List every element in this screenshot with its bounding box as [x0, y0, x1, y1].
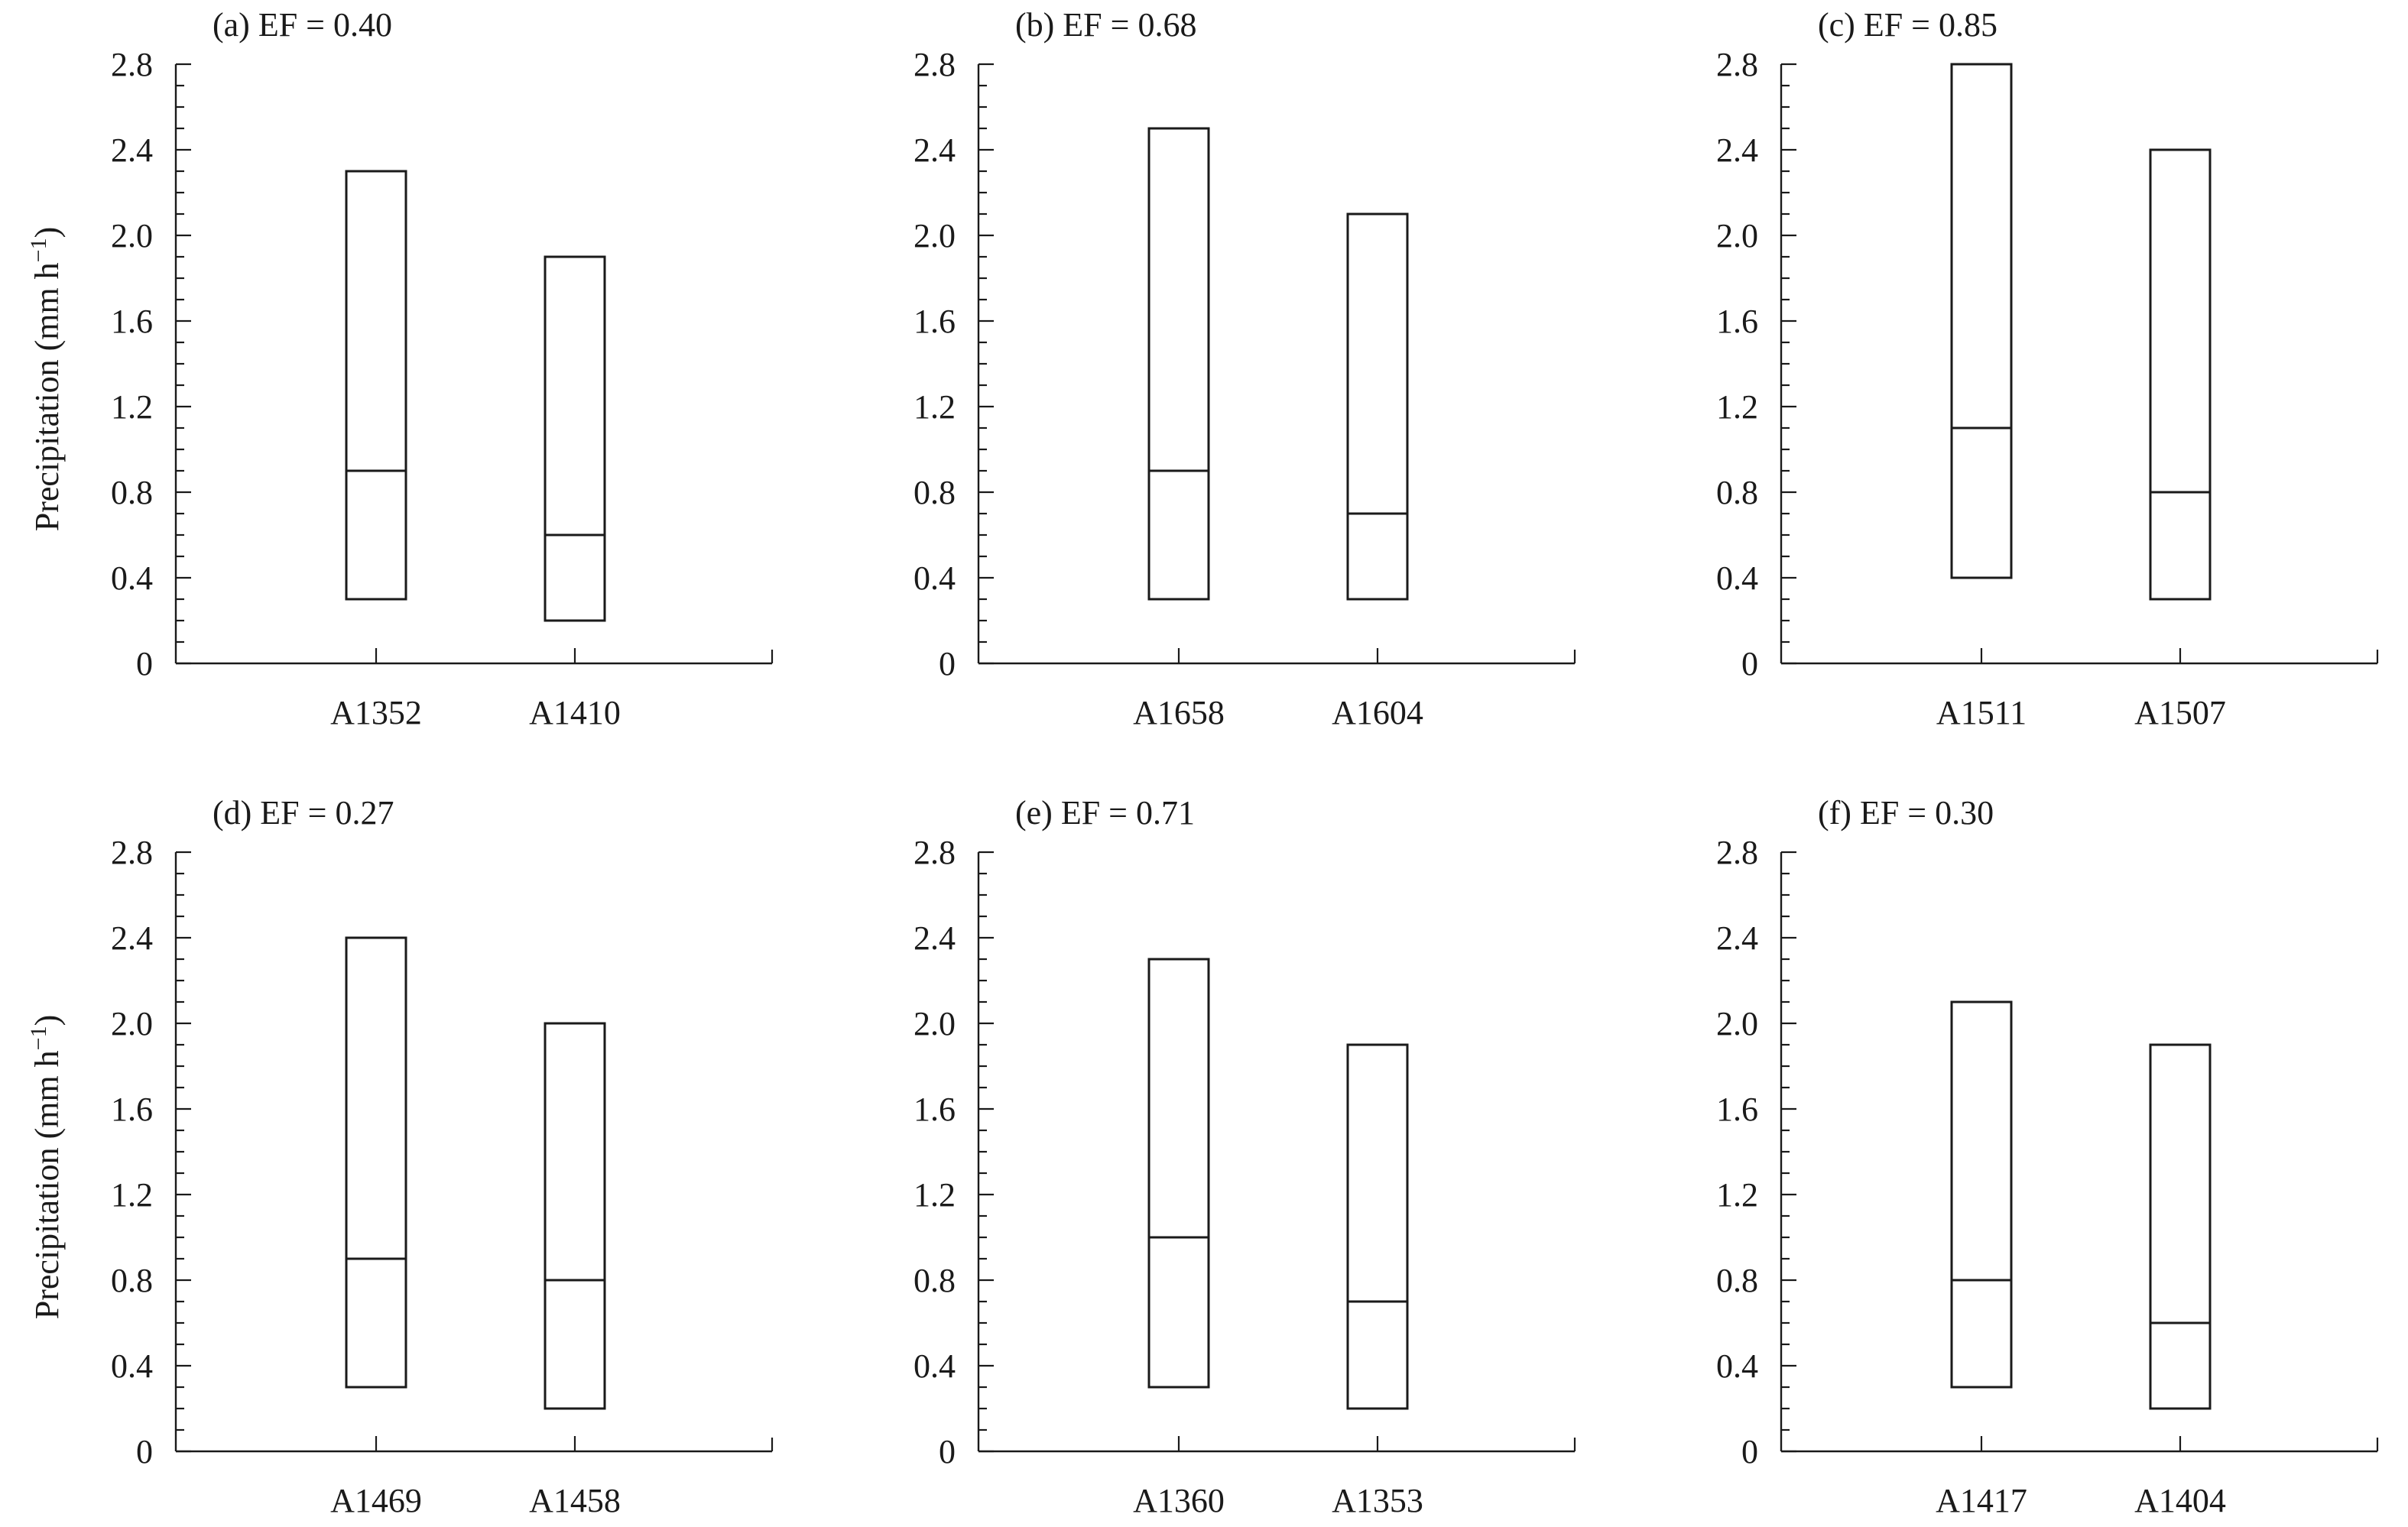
- y-tick-label: 2.0: [111, 217, 153, 254]
- category-label: A1410: [529, 694, 621, 731]
- y-tick-label: 0.4: [111, 1347, 153, 1385]
- y-tick-label: 1.6: [111, 303, 153, 340]
- y-axis-label: Precipitation (mm h−1): [26, 227, 66, 532]
- panel-b: (b) EF = 0.68 0 0.4 0.8 1.2 1.6 2.0 2.4 2.8 A1658…: [914, 6, 1576, 731]
- y-tick-label: 2.8: [1716, 46, 1758, 83]
- y-tick-label: 2.4: [1716, 131, 1758, 169]
- panels-group: (a) EF = 0.40 0 0.4 0.8 1.2 1.6 2.0 2.4 2.8 A1352…: [111, 6, 2379, 1519]
- category-label: A1458: [529, 1482, 621, 1519]
- y-axis-label-main: Precipitation (mm h: [28, 1050, 66, 1319]
- y-tick-label: 2.0: [914, 1005, 956, 1042]
- y-tick-label: 2.0: [1716, 217, 1758, 254]
- box-a1353: [1346, 1043, 1409, 1410]
- category-label: A1404: [2134, 1482, 2226, 1519]
- y-axis-labels-group: Precipitation (mm h−1)Precipitation (mm …: [26, 227, 66, 1320]
- y-tick-label: 2.4: [914, 131, 956, 169]
- y-tick-label: 1.6: [914, 1091, 956, 1128]
- y-tick-label: 2.8: [111, 46, 153, 83]
- y-tick-label: 0: [136, 1433, 153, 1470]
- y-tick-label: 0.4: [1716, 559, 1758, 597]
- category-label: A1417: [1936, 1482, 2027, 1519]
- category-label: A1360: [1133, 1482, 1225, 1519]
- panel-title: (a) EF = 0.40: [213, 6, 392, 44]
- box-a1604: [1346, 212, 1409, 601]
- y-tick-label: 1.2: [914, 1176, 956, 1214]
- panel-d: (d) EF = 0.27 0 0.4 0.8 1.2 1.6 2.0 2.4 2.8 A1469…: [111, 794, 774, 1519]
- box-a1458: [544, 1022, 606, 1410]
- category-label: A1352: [330, 694, 422, 731]
- box-a1417: [1950, 1000, 2013, 1389]
- y-tick-label: 0.8: [914, 474, 956, 511]
- box-a1404: [2149, 1043, 2212, 1410]
- y-tick-label: 1.2: [111, 1176, 153, 1214]
- panel-e: (e) EF = 0.71 0 0.4 0.8 1.2 1.6 2.0 2.4 2.8 A1360…: [914, 794, 1576, 1519]
- y-tick-label: 2.8: [111, 834, 153, 871]
- box-a1511: [1950, 63, 2013, 579]
- y-tick-label: 0.8: [914, 1262, 956, 1299]
- y-tick-label: 2.0: [914, 217, 956, 254]
- y-tick-label: 1.2: [111, 388, 153, 426]
- box-a1658: [1147, 127, 1210, 601]
- y-axis-label-close: ): [28, 1015, 66, 1026]
- y-tick-label: 2.0: [1716, 1005, 1758, 1042]
- panel-title: (c) EF = 0.85: [1818, 6, 1997, 44]
- y-axis-label-close: ): [28, 227, 66, 238]
- y-tick-label: 2.4: [111, 131, 153, 169]
- category-label: A1353: [1332, 1482, 1423, 1519]
- y-tick-label: 0: [939, 645, 956, 682]
- y-tick-label: 1.2: [1716, 388, 1758, 426]
- y-tick-label: 2.4: [111, 919, 153, 957]
- panel-f: (f) EF = 0.30 0 0.4 0.8 1.2 1.6 2.0 2.4 2.8 A1417…: [1716, 794, 2379, 1519]
- y-tick-label: 2.8: [914, 46, 956, 83]
- y-tick-label: 0.4: [914, 1347, 956, 1385]
- box-a1360: [1147, 958, 1210, 1389]
- y-axis-label-superscript: −1: [26, 1026, 51, 1050]
- y-tick-label: 0.8: [111, 1262, 153, 1299]
- panel-c: (c) EF = 0.85 0 0.4 0.8 1.2 1.6 2.0 2.4 2.8 A1511…: [1716, 6, 2379, 731]
- y-tick-label: 1.6: [1716, 1091, 1758, 1128]
- y-tick-label: 2.0: [111, 1005, 153, 1042]
- y-tick-label: 1.2: [914, 388, 956, 426]
- box-a1469: [345, 936, 407, 1389]
- y-tick-label: 0.8: [1716, 1262, 1758, 1299]
- y-tick-label: 1.2: [1716, 1176, 1758, 1214]
- y-tick-label: 0.4: [914, 559, 956, 597]
- y-axis-label: Precipitation (mm h−1): [26, 1015, 66, 1320]
- y-tick-label: 0: [1741, 1433, 1758, 1470]
- y-axis-label-superscript: −1: [26, 238, 51, 262]
- category-label: A1658: [1133, 694, 1225, 731]
- panel-title: (e) EF = 0.71: [1015, 794, 1195, 832]
- panel-title: (f) EF = 0.30: [1818, 794, 1994, 832]
- y-tick-label: 1.6: [111, 1091, 153, 1128]
- y-tick-label: 0: [939, 1433, 956, 1470]
- box-a1507: [2149, 148, 2212, 601]
- y-axis-label-main: Precipitation (mm h: [28, 262, 66, 531]
- panel-a: (a) EF = 0.40 0 0.4 0.8 1.2 1.6 2.0 2.4 2.8 A1352…: [111, 6, 774, 731]
- y-tick-label: 2.8: [1716, 834, 1758, 871]
- panel-title: (b) EF = 0.68: [1015, 6, 1196, 44]
- y-tick-label: 2.8: [914, 834, 956, 871]
- y-tick-label: 0.8: [111, 474, 153, 511]
- box-a1410: [544, 255, 606, 622]
- category-label: A1604: [1332, 694, 1423, 731]
- box-a1352: [345, 170, 407, 601]
- category-label: A1511: [1936, 694, 2027, 731]
- y-tick-label: 1.6: [914, 303, 956, 340]
- y-tick-label: 0.8: [1716, 474, 1758, 511]
- category-label: A1507: [2134, 694, 2226, 731]
- y-tick-label: 2.4: [1716, 919, 1758, 957]
- y-tick-label: 1.6: [1716, 303, 1758, 340]
- y-tick-label: 0: [136, 645, 153, 682]
- category-label: A1469: [330, 1482, 422, 1519]
- y-tick-label: 2.4: [914, 919, 956, 957]
- y-tick-label: 0: [1741, 645, 1758, 682]
- panel-title: (d) EF = 0.27: [213, 794, 394, 832]
- y-tick-label: 0.4: [1716, 1347, 1758, 1385]
- y-tick-label: 0.4: [111, 559, 153, 597]
